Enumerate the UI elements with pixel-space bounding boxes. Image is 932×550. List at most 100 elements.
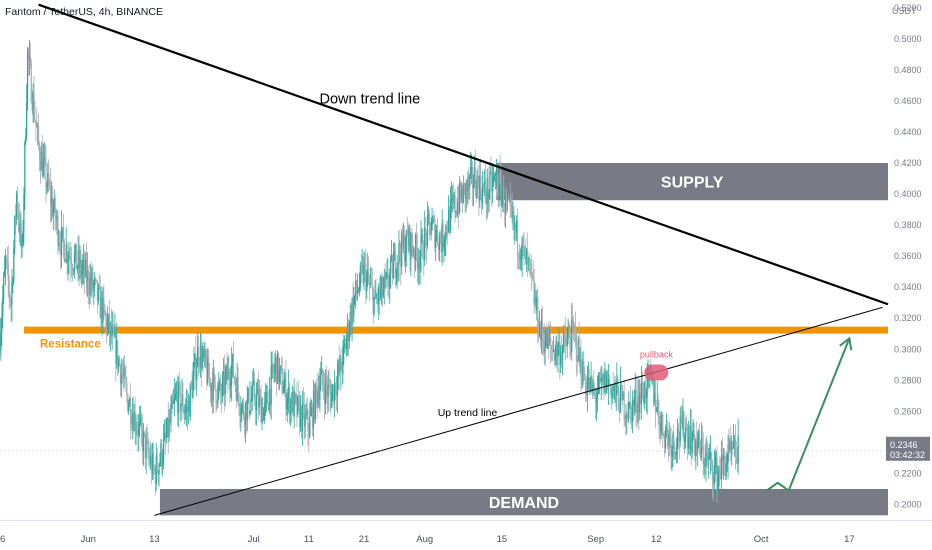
candle-body bbox=[627, 417, 629, 419]
candle-body bbox=[231, 354, 234, 364]
candle-body bbox=[490, 171, 492, 172]
candle-body bbox=[83, 259, 85, 267]
candle-body bbox=[317, 391, 319, 404]
candle-body bbox=[34, 117, 36, 121]
candle-body bbox=[96, 280, 99, 302]
y-tick-label: 0.4000 bbox=[894, 189, 922, 199]
candle-body bbox=[424, 227, 426, 260]
candle-body bbox=[343, 344, 345, 348]
candle-body bbox=[475, 189, 477, 199]
candle-body bbox=[76, 266, 78, 269]
candle-body bbox=[14, 216, 16, 249]
candle-body bbox=[366, 275, 368, 292]
candle-body bbox=[698, 433, 700, 444]
candle-body bbox=[431, 220, 433, 231]
candle-body bbox=[486, 178, 488, 204]
candle-body bbox=[319, 384, 321, 400]
up-trend-line[interactable] bbox=[154, 306, 883, 516]
candle-body bbox=[717, 473, 719, 489]
candle-body bbox=[526, 250, 528, 265]
projection-arrow[interactable] bbox=[766, 338, 851, 492]
candle-body bbox=[638, 395, 640, 413]
candle-body bbox=[286, 404, 288, 410]
candle-body bbox=[623, 392, 625, 420]
candle-body bbox=[0, 333, 1, 351]
y-axis-unit: USDT bbox=[892, 6, 917, 16]
candle-body bbox=[645, 397, 647, 399]
candle-body bbox=[571, 319, 573, 352]
candle-body bbox=[226, 366, 228, 380]
candle-body bbox=[141, 429, 144, 452]
candle-body bbox=[689, 425, 691, 451]
candle-body bbox=[631, 399, 634, 422]
candle-body bbox=[379, 286, 381, 298]
candle-body bbox=[36, 124, 38, 128]
pullback-marker[interactable] bbox=[644, 364, 669, 381]
candle-body bbox=[227, 368, 229, 380]
candle-body bbox=[354, 295, 356, 297]
down-trend-line[interactable] bbox=[38, 3, 889, 306]
candle-body bbox=[402, 232, 404, 246]
candle-body bbox=[500, 176, 502, 205]
candle-body bbox=[425, 227, 427, 233]
candle-body bbox=[397, 262, 399, 265]
candle-body bbox=[422, 235, 424, 259]
candle-body bbox=[451, 197, 453, 200]
candle-body bbox=[369, 283, 372, 285]
candle-body bbox=[55, 219, 57, 221]
candle-body bbox=[59, 242, 61, 246]
candle-body bbox=[686, 427, 688, 429]
candle-body bbox=[419, 256, 421, 270]
candle-body bbox=[368, 271, 370, 282]
candle-body bbox=[514, 223, 516, 228]
candle-body bbox=[655, 411, 657, 412]
candle-body bbox=[214, 375, 216, 390]
candle-body bbox=[307, 411, 309, 430]
candle-body bbox=[342, 347, 344, 374]
candle-body bbox=[312, 390, 315, 428]
candle-body bbox=[177, 382, 179, 414]
candle-body bbox=[489, 171, 491, 193]
candle-body bbox=[413, 253, 416, 260]
candle-body bbox=[595, 392, 597, 403]
candle-body bbox=[709, 456, 711, 457]
candle-body bbox=[78, 250, 80, 269]
candle-body bbox=[462, 183, 464, 204]
candle-body bbox=[726, 462, 728, 464]
candle-body bbox=[715, 457, 717, 465]
candle-body bbox=[265, 392, 268, 396]
candle-body bbox=[614, 382, 616, 387]
candle-body bbox=[248, 388, 250, 414]
candle-body bbox=[40, 151, 42, 171]
candle-body bbox=[484, 180, 486, 198]
candle-body bbox=[630, 401, 632, 406]
candle-body bbox=[429, 222, 431, 235]
x-tick-label: 12 bbox=[651, 534, 662, 545]
candle-body bbox=[245, 402, 247, 421]
resistance-line[interactable] bbox=[24, 326, 888, 334]
candle-body bbox=[71, 264, 73, 268]
demand-zone[interactable] bbox=[159, 488, 888, 516]
candle-body bbox=[301, 402, 304, 431]
candle-body bbox=[380, 277, 383, 291]
candle-body bbox=[584, 379, 586, 381]
candle-body bbox=[22, 230, 24, 242]
candle-body bbox=[234, 379, 236, 385]
candle-body bbox=[555, 340, 557, 354]
candle-body bbox=[274, 365, 276, 374]
candle-body bbox=[345, 339, 348, 350]
candle-body bbox=[548, 333, 550, 342]
candle-body bbox=[137, 430, 139, 436]
supply-zone[interactable] bbox=[496, 162, 888, 201]
candle-body bbox=[11, 282, 13, 306]
candle-body bbox=[371, 283, 373, 289]
x-tick-label: 16 bbox=[0, 534, 5, 545]
candle-body bbox=[459, 182, 462, 199]
candlestick-series bbox=[0, 40, 739, 503]
candle-body bbox=[597, 377, 600, 393]
candle-body bbox=[570, 345, 572, 352]
candle-body bbox=[67, 259, 69, 263]
candle-body bbox=[92, 271, 94, 289]
candle-body bbox=[583, 361, 585, 380]
